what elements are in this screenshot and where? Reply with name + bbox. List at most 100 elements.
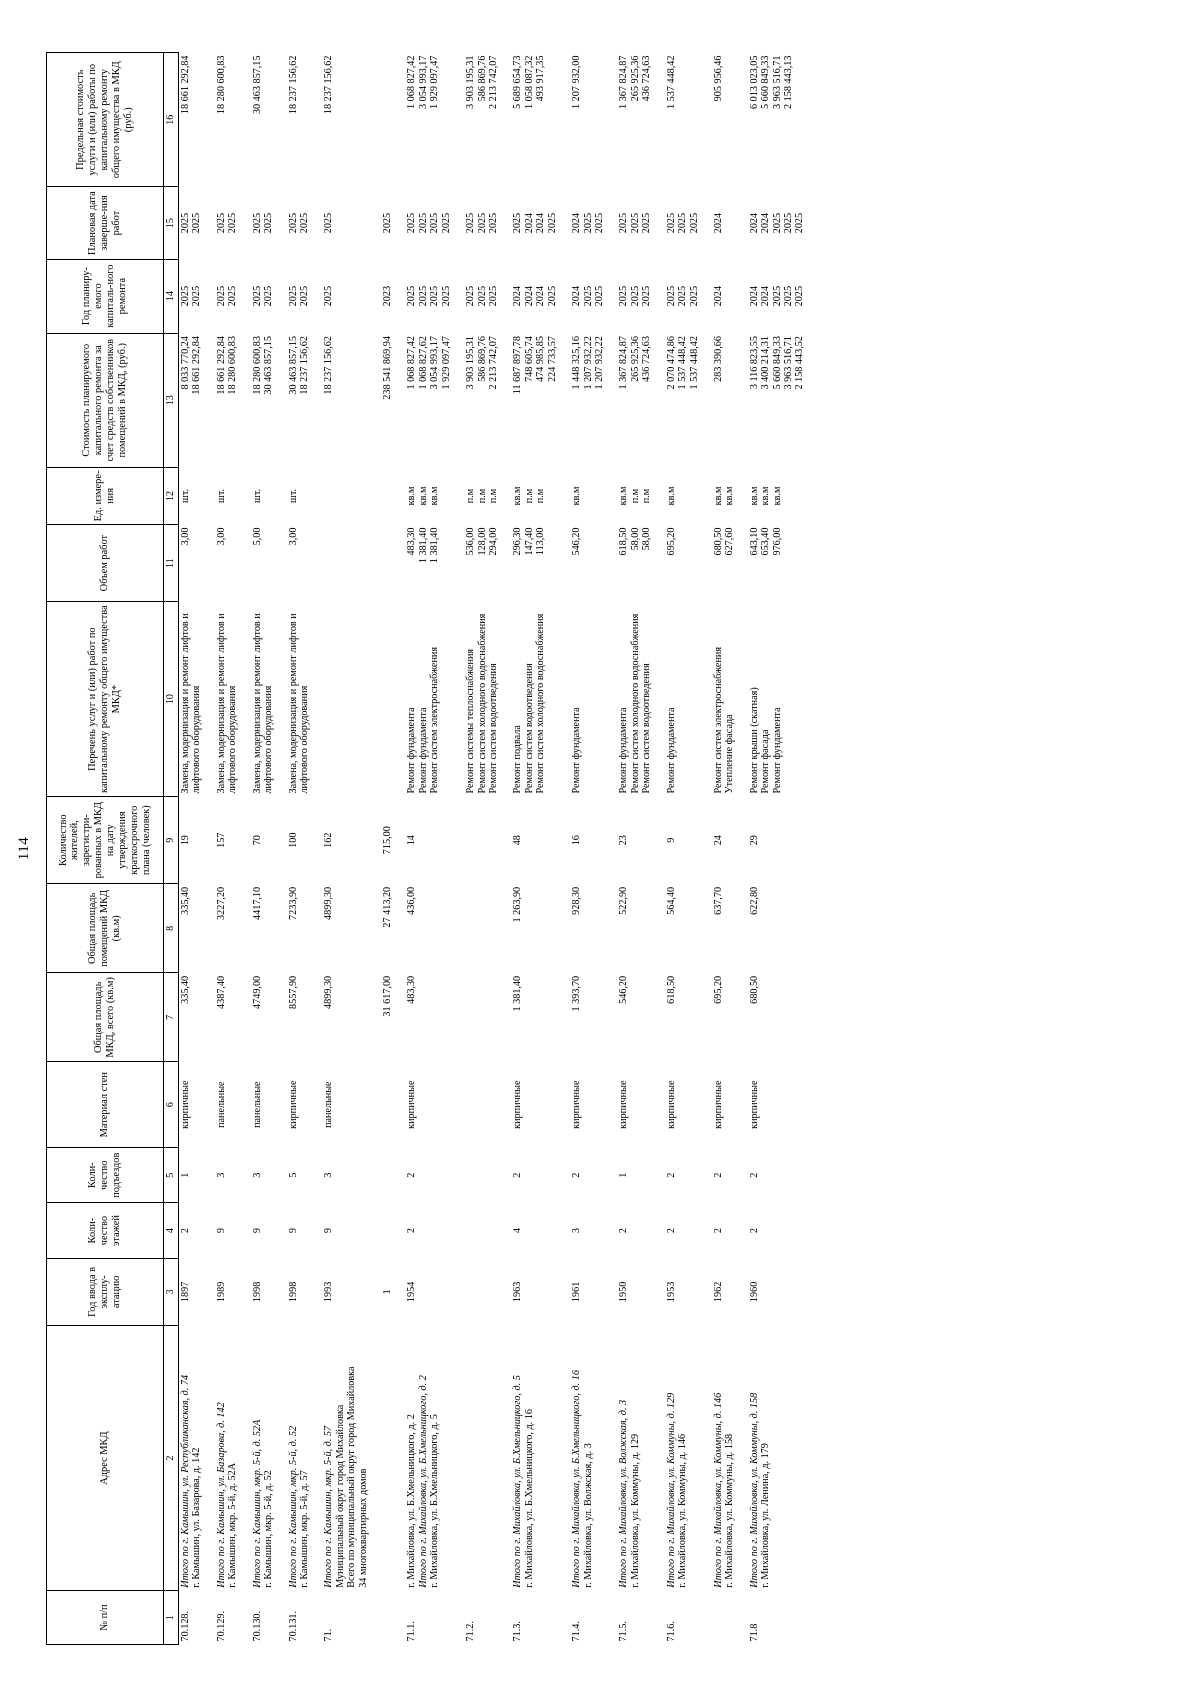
table-row[interactable]: 71.8 Итого по г. Михайловка, ул. Коммуны,… (748, 53, 807, 1645)
cell-total-area: 695,20 (712, 975, 724, 1004)
cell-line: 2025 (417, 285, 429, 307)
cell-total-area: 4749,00 (251, 975, 263, 1009)
cell-repair-year: 2025 2025 (287, 259, 312, 333)
cell-line: 2024 (712, 212, 724, 234)
cell-floors: 2 (748, 1228, 760, 1234)
table-row[interactable]: 1 31 617,00 27 413,20 715,00 238 541 869,94 2… (381, 53, 394, 1645)
cell-wall-material: панельные (251, 1081, 263, 1128)
table-row[interactable]: 71.6. Итого по г. Михайловка, ул. Коммуны… (665, 53, 701, 1645)
table-row[interactable]: 71.1. г. Михайловка, ул. Б.Хмельницкого, … (405, 53, 453, 1645)
cell-line: 34 многоквартирных домов (357, 1468, 369, 1588)
cell-line: 283 390,66 (712, 336, 724, 382)
cell-total-area: 618,50 (665, 975, 677, 1004)
cell-line: Ремонт систем водоотведения (641, 663, 653, 794)
cell-line: 3 963 516,71 (783, 336, 795, 390)
cell-total-area: 4899,30 (323, 975, 335, 1009)
table-row[interactable]: 70.129. Итого по г. Камышин, ул. Базарова… (215, 53, 240, 1645)
table-row[interactable]: 71.5. Итого по г. Михайловка, ул. Волжска… (617, 53, 653, 1645)
cell-max-cost: 1 068 827,42 3 054 993,17 1 929 097,47 (405, 53, 453, 187)
cell-unit (381, 467, 394, 524)
cell-wall-material: кирпичные (712, 1080, 724, 1129)
cell-line: 483,30 (406, 527, 418, 556)
col-number-13: 13 (163, 333, 179, 468)
cell-line: 1 367 824,87 (618, 55, 630, 109)
cell-works-list: Ремонт фундамента (570, 602, 606, 797)
cell-line: кв.м (748, 486, 760, 506)
cell-line: 30 463 857,15 (251, 55, 263, 115)
table-row[interactable]: Итого по г. Михайловка, ул. Коммуны, д. … (712, 53, 737, 1645)
cell-line: 1 929 097,47 (440, 336, 452, 390)
cell-total-area: 546,20 (618, 975, 630, 1004)
col-header-repair-year: Год планиру-емого капиталь-ного ремонта (46, 259, 164, 334)
table-row[interactable]: 71.3. Итого по г. Михайловка, ул. Б.Хмель… (511, 53, 559, 1645)
cell-line: Замена, модернизация и ремонт лифтов и л… (287, 613, 310, 794)
cell-line: 5 660 849,33 (760, 55, 772, 109)
cell-line: г. Камышин, мкр. 5-й, д. 52 (263, 1470, 275, 1588)
cell-line: п.м (476, 488, 488, 504)
cell-line: Ремонт систем холодного водоснабжения (629, 613, 641, 794)
cell-row-number (712, 1591, 737, 1645)
cell-floors: 9 (251, 1228, 263, 1234)
cell-line: 2024 (760, 212, 772, 234)
table-row[interactable]: 70.131. Итого по г. Камышин, мкр. 5-й, д.… (287, 53, 312, 1645)
cell-year-built: 1989 (215, 1281, 227, 1303)
row-spacer (701, 53, 712, 1645)
cell-line: 2025 (546, 212, 558, 234)
cell-repair-year: 2025 2025 2025 (665, 259, 701, 333)
cell-address: Итого по г. Камышин, мкр. 5-й, д. 52 г. К… (287, 1325, 312, 1590)
cell-work-volume: 618,50 58,00 58,00 (617, 525, 653, 602)
cell-line: 2025 (488, 212, 500, 234)
table-row[interactable]: 71.2. Ремонт системы теплоснабжения Ремонт… (464, 53, 500, 1645)
col-number-15: 15 (163, 186, 179, 260)
cell-line: 2025 (406, 285, 418, 307)
cell-line: 2025 (476, 212, 488, 234)
cell-max-cost: 3 903 195,31 586 869,76 2 213 742,07 (464, 53, 500, 187)
cell-row-number: 70.129. (215, 1610, 227, 1642)
cell-works-list: Ремонт крыши (скатная) Ремонт фасада Ремон… (748, 602, 807, 797)
cell-works-list: Замена, модернизация и ремонт лифтов и л… (215, 602, 240, 797)
col-number-2: 2 (163, 1325, 179, 1591)
col-header-cost-owners: Стоимость планируемого капитального ремо… (46, 333, 164, 468)
cell-residents: 29 (748, 835, 760, 846)
cell-line: 2025 (794, 285, 806, 307)
cell-line: п.м (641, 488, 653, 504)
cell-line: 2025 (323, 212, 335, 234)
table-row[interactable]: 70.130. Итого по г. Камышин, мкр. 5-й, д.… (251, 53, 276, 1645)
cell-line: г. Михайловка, ул. Б.Хмельницкого, д. 2 (406, 1414, 418, 1588)
cell-line: 2024 (748, 212, 760, 234)
cell-work-volume (381, 525, 394, 602)
cell-line: 2025 (191, 285, 203, 307)
cell-floors: 2 (180, 1228, 191, 1234)
cell-total-area: 4387,40 (215, 975, 227, 1009)
cell-max-cost: 18 237 156,62 (322, 53, 370, 187)
cell-premises-area: 335,40 (180, 886, 191, 915)
cell-line: Ремонт фундамента (665, 707, 677, 794)
cell-line: 2025 (677, 212, 689, 234)
cell-entrances (464, 1147, 500, 1202)
cell-line: 1 068 827,42 (406, 55, 418, 109)
cell-line: 1 058 087,32 (523, 55, 535, 109)
cell-address: Итого по г. Михайловка, ул. Б.Хмельницко… (511, 1325, 559, 1590)
row-spacer (370, 53, 381, 1645)
cell-line: 294,00 (488, 527, 500, 556)
cell-line: Ремонт систем водоотведения (488, 663, 500, 794)
row-spacer (559, 53, 570, 1645)
cell-row-number: 71.6. (665, 1621, 677, 1642)
cell-line: кв.м (712, 486, 724, 506)
cell-residents: 9 (665, 837, 677, 843)
cell-works-list: Замена, модернизация и ремонт лифтов и л… (251, 602, 276, 797)
cell-row-number: 71.2. (465, 1621, 477, 1642)
cell-floors: 2 (665, 1228, 677, 1234)
cell-completion-date: 2024 2025 2025 (570, 187, 606, 259)
cell-max-cost: 905 956,46 (712, 53, 737, 187)
cell-line: 8 033 770,24 (180, 336, 191, 390)
cell-line: 18 280 600,83 (227, 336, 239, 395)
table-row[interactable]: 70.128. Итого по г. Камышин, ул. Республи… (179, 53, 204, 1645)
cell-line: г. Михайловка, ул. Б.Хмельницкого, д. 5 (429, 1414, 441, 1588)
table-row[interactable]: 71. Итого по г. Камышин, мкр. 5-й, д. 57 М… (322, 53, 370, 1645)
cell-line: 2023 (382, 285, 394, 307)
cell-wall-material: кирпичные (665, 1080, 677, 1129)
table-row[interactable]: 71.4. Итого по г. Михайловка, ул. Б.Хмель… (570, 53, 606, 1645)
cell-line: Ремонт подвала (512, 725, 524, 794)
cell-line: 18 237 156,62 (323, 336, 335, 395)
